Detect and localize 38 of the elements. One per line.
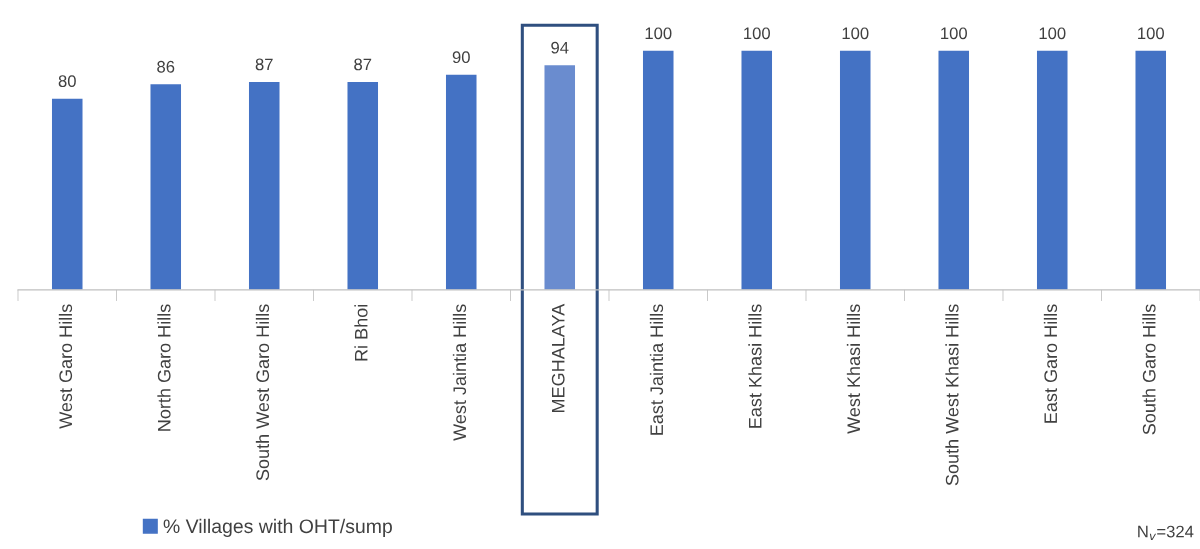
- data-label: 86: [157, 60, 175, 73]
- bar: [1135, 50, 1167, 290]
- x-tick-label: East Jaintia Hills: [649, 304, 664, 435]
- bar: [248, 81, 280, 290]
- bar: [1036, 50, 1068, 290]
- text: N$_{v}$=324: [1138, 525, 1194, 541]
- x-tick-label: East Garo Hills: [1043, 304, 1058, 423]
- data-label: 100: [744, 27, 770, 40]
- data-label: 100: [1138, 27, 1164, 40]
- x-tick-label: MEGHALAYA: [551, 303, 565, 412]
- bar: [544, 65, 576, 290]
- data-label: 80: [58, 75, 76, 88]
- x-tick-label: West Garo Hills: [58, 304, 73, 429]
- x-tick-label: South West Garo Hills: [255, 304, 270, 481]
- x-tick-label: West Khasi Hills: [846, 304, 861, 434]
- data-label: 87: [354, 58, 372, 71]
- bar: [347, 81, 379, 290]
- data-label: 90: [452, 51, 470, 64]
- x-tick-label: South West Khasi Hills: [945, 304, 959, 486]
- data-label: 100: [941, 27, 967, 40]
- data-label: 100: [1039, 27, 1066, 40]
- bar: [741, 50, 773, 290]
- bar: [938, 50, 970, 290]
- x-tick-label: Ri Bhoi: [354, 304, 368, 361]
- x-tick-label: North Garo Hills: [157, 304, 171, 431]
- bar: [51, 98, 83, 290]
- bar: [642, 50, 674, 290]
- x-tick-label: South Garo Hills: [1142, 304, 1156, 435]
- bar: [839, 50, 871, 290]
- data-label: 94: [551, 41, 569, 54]
- legend-label: % Villages with OHT/sump: [163, 518, 392, 537]
- bar: [445, 74, 477, 290]
- data-label: 87: [255, 58, 273, 71]
- data-label: 100: [645, 27, 672, 40]
- x-tick-label: West Jaintia Hills: [452, 304, 467, 441]
- data-label: 100: [842, 27, 869, 40]
- bar: [150, 84, 182, 290]
- x-tick-label: East Khasi Hills: [748, 304, 762, 428]
